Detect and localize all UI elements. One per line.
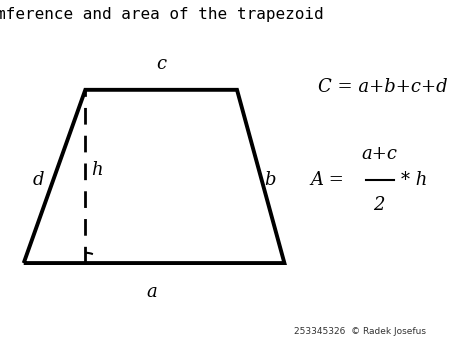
- Text: trapezoid: trapezoid: [237, 7, 324, 22]
- Text: c: c: [156, 55, 166, 73]
- Text: A =: A =: [310, 171, 350, 189]
- Text: b: b: [264, 171, 276, 189]
- Text: d: d: [32, 171, 44, 189]
- Text: * h: * h: [401, 171, 427, 189]
- Text: 253345326  © Radek Josefus: 253345326 © Radek Josefus: [294, 327, 426, 336]
- Text: C = a+b+c+d: C = a+b+c+d: [318, 78, 447, 96]
- Text: Circumference and area of the: Circumference and area of the: [0, 7, 237, 22]
- Text: a: a: [146, 283, 157, 301]
- Text: h: h: [91, 161, 103, 179]
- Text: 2: 2: [374, 196, 385, 214]
- Text: a+c: a+c: [361, 145, 397, 163]
- Text: dreamstime.com: dreamstime.com: [9, 327, 86, 336]
